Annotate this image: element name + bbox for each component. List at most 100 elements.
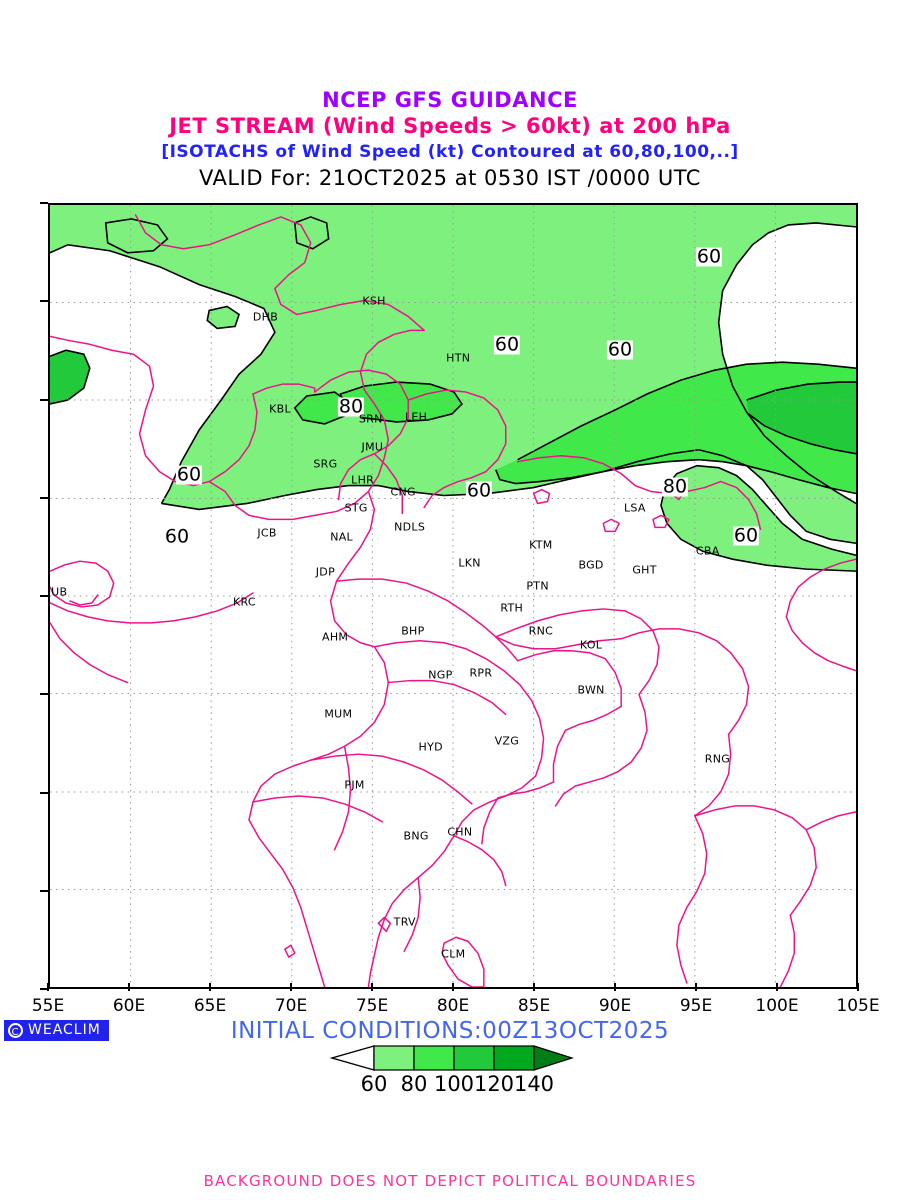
contour-label: 80 <box>337 395 365 418</box>
city-label-srg: SRG <box>313 457 338 471</box>
x-axis-tick-mark <box>695 983 697 991</box>
city-label-lsa: LSA <box>623 501 646 515</box>
city-label-lhr: LHR <box>351 473 375 487</box>
city-label-lkn: LKN <box>458 556 481 570</box>
city-label-kol: KOL <box>579 638 603 652</box>
city-label-rng: RNG <box>704 752 731 766</box>
copyright-circle-icon: C <box>8 1022 23 1038</box>
valid-time-label: VALID For: 21OCT2025 at 0530 IST /0000 U… <box>199 166 701 190</box>
colorbar-tick-140: 140 <box>513 1072 555 1096</box>
x-axis-tick-80e: 80E <box>436 996 470 1016</box>
city-label-dub: DUB <box>50 585 68 599</box>
city-label-ngp: NGP <box>428 668 453 682</box>
city-label-ksh: KSH <box>362 294 386 308</box>
city-label-ktm: KTM <box>529 538 553 552</box>
x-axis-tick-mark <box>290 983 292 991</box>
x-axis-tick-mark <box>452 983 454 991</box>
x-axis-tick-85e: 85E <box>517 996 551 1016</box>
city-label-htn: HTN <box>446 351 471 365</box>
isotach-island-1 <box>105 218 168 253</box>
city-label-bwn: BWN <box>577 683 605 697</box>
initial-conditions-label: INITIAL CONDITIONS:00Z13OCT2025 <box>230 1018 670 1044</box>
x-axis-tick-75e: 75E <box>355 996 389 1016</box>
city-label-bhp: BHP <box>401 624 425 638</box>
y-axis-tick-mark <box>40 398 48 401</box>
city-label-krc: KRC <box>232 595 256 609</box>
isotach-note: [ISOTACHS of Wind Speed (kt) Contoured a… <box>161 142 739 162</box>
colorbar-tick-80: 80 <box>400 1072 428 1096</box>
city-label-mum: MUM <box>324 707 353 721</box>
weaclim-logo[interactable]: C WEACLIM <box>4 1020 109 1041</box>
colorbar-tick-120: 120 <box>473 1072 515 1096</box>
isotach-band-60 <box>50 205 856 544</box>
x-axis-tick-55e: 55E <box>31 996 65 1016</box>
y-axis-tick-mark <box>40 693 48 696</box>
x-axis-tick-65e: 65E <box>193 996 227 1016</box>
x-axis-tick-mark <box>128 983 130 991</box>
y-axis-tick-mark <box>40 595 48 597</box>
contour-label: 60 <box>695 245 723 268</box>
x-axis-tick-mark <box>533 983 535 991</box>
city-label-ahm: AHM <box>322 630 349 644</box>
city-label-trv: TRV <box>393 915 416 929</box>
y-axis-tick-mark <box>40 791 48 794</box>
y-axis-tick-mark <box>40 496 48 499</box>
contour-label: 60 <box>493 333 521 356</box>
contour-label: 60 <box>175 463 203 486</box>
city-label-cng: CNG <box>390 485 416 499</box>
city-label-rnc: RNC <box>528 624 554 638</box>
city-label-jdp: JDP <box>315 565 336 579</box>
city-label-bng: BNG <box>403 829 429 843</box>
city-label-dhb: DHB <box>252 310 279 324</box>
city-label-srn: SRN <box>358 412 383 426</box>
colorbar-tick-100: 100 <box>433 1072 475 1096</box>
contour-label: 60 <box>606 338 634 361</box>
colorbar-under-arrow <box>329 1045 375 1071</box>
chart-subtitle: JET STREAM (Wind Speeds > 60kt) at 200 h… <box>169 114 731 138</box>
boundary-layer <box>50 214 856 987</box>
y-axis-tick-mark <box>40 202 48 204</box>
disclaimer-text: BACKGROUND DOES NOT DEPICT POLITICAL BOU… <box>203 1172 697 1190</box>
isotach-fill-layer <box>50 205 856 572</box>
map-canvas <box>50 205 856 987</box>
x-axis-tick-95e: 95E <box>679 996 713 1016</box>
chart-title-block: NCEP GFS GUIDANCE JET STREAM (Wind Speed… <box>0 88 900 192</box>
colorbar-tick-60: 60 <box>360 1072 388 1096</box>
city-label-chn: CHN <box>447 825 473 839</box>
city-label-hyd: HYD <box>418 740 443 754</box>
colorbar-over-arrow <box>533 1045 574 1071</box>
x-axis-tick-90e: 90E <box>598 996 632 1016</box>
page-title: NCEP GFS GUIDANCE <box>322 88 578 112</box>
city-label-vzg: VZG <box>494 734 520 748</box>
lat-lon-grid <box>50 205 856 987</box>
x-axis-tick-105e: 105E <box>836 996 880 1016</box>
colorbar[interactable]: 60 80 100 120 140 <box>326 1045 574 1096</box>
city-label-leh: LEH <box>404 410 428 424</box>
y-axis-tick-mark <box>40 889 48 892</box>
isotach-contour-layer <box>50 216 856 572</box>
city-label-ndls: NDLS <box>394 520 426 534</box>
y-axis-tick-mark <box>40 300 48 303</box>
contour-label: 60 <box>163 525 191 548</box>
city-label-kbl: KBL <box>269 402 291 416</box>
city-label-pjm: PJM <box>344 778 365 792</box>
contour-label: 80 <box>661 475 689 498</box>
x-axis-tick-mark <box>47 983 49 991</box>
x-axis-tick-mark <box>371 983 373 991</box>
x-axis-tick-60e: 60E <box>112 996 146 1016</box>
x-axis-tick-mark <box>857 983 859 991</box>
colorbar-tick-labels: 60 80 100 120 140 <box>326 1072 574 1096</box>
city-label-jmu: JMU <box>361 440 384 454</box>
isotach-band-100-west <box>50 350 90 404</box>
city-label-ptn: PTN <box>526 579 549 593</box>
city-label-clm: CLM <box>441 947 466 961</box>
forecast-map[interactable]: 60 60 60 80 60 80 60 60 60 DHB KSH HTN KBL S… <box>48 203 858 989</box>
city-label-ght: GHT <box>632 563 657 577</box>
weaclim-label: WEACLIM <box>28 1022 101 1038</box>
y-axis-tick-mark <box>40 988 48 990</box>
x-axis-tick-mark <box>776 983 778 991</box>
x-axis-tick-mark <box>209 983 211 991</box>
city-label-jcb: JCB <box>257 526 277 540</box>
x-axis-tick-mark <box>614 983 616 991</box>
colorbar-container: 60 80 100 120 140 <box>0 1045 900 1096</box>
